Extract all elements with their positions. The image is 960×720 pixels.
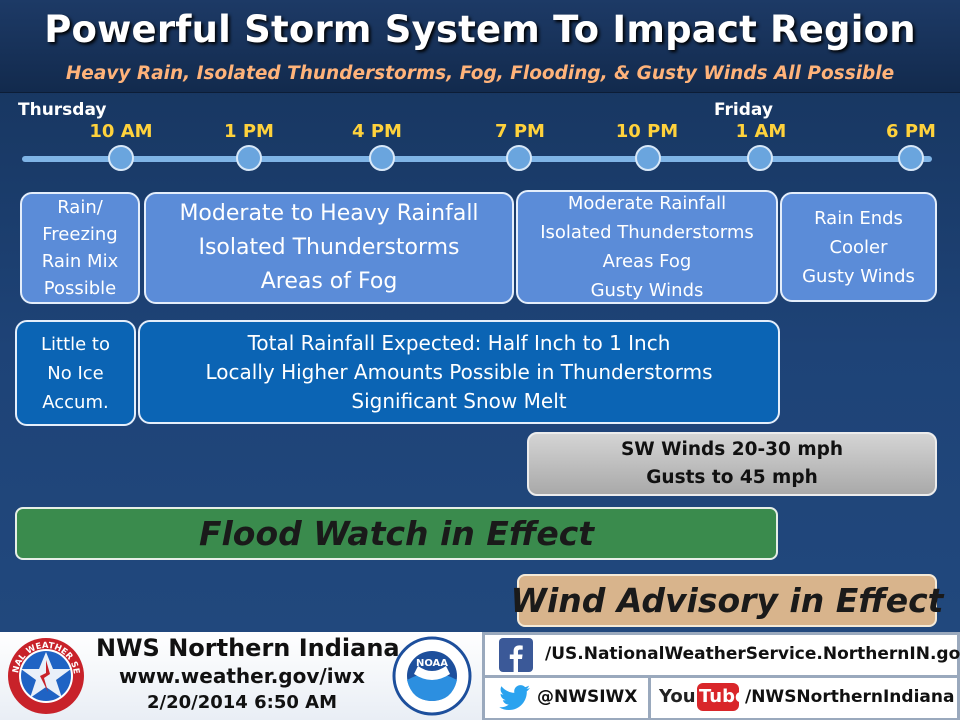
time-label: 6 PM: [886, 121, 936, 142]
winds-text: Gusts to 45 mph: [646, 467, 818, 488]
twitter-icon: [499, 685, 530, 710]
winds-box: SW Winds 20-30 mph Gusts to 45 mph: [527, 432, 937, 496]
timeline-marker: [236, 145, 262, 171]
period-text: Moderate Rainfall: [567, 193, 727, 214]
time-label: 7 PM: [495, 121, 545, 142]
flood-watch-banner: Flood Watch in Effect: [15, 507, 778, 560]
time-label: 10 AM: [89, 121, 153, 142]
facebook-link[interactable]: /US.NationalWeatherService.NorthernIN.go…: [545, 644, 960, 664]
time-label: 1 PM: [224, 121, 274, 142]
rainfall-text: Total Rainfall Expected: Half Inch to 1 …: [247, 330, 671, 355]
wind-advisory-banner: Wind Advisory in Effect: [511, 574, 943, 627]
period-text: Areas of Fog: [260, 269, 398, 294]
period-text: Rain/: [57, 197, 103, 218]
rainfall-text: Significant Snow Melt: [351, 388, 567, 413]
period-text: Isolated Thunderstorms: [198, 235, 460, 260]
title-bar: Powerful Storm System To Impact Region H…: [0, 0, 960, 93]
youtube-logo-tube-bg: [697, 683, 739, 711]
period-text: Moderate to Heavy Rainfall: [179, 201, 479, 226]
ice-text: Accum.: [42, 391, 109, 413]
youtube-logo-tube: Tube: [699, 686, 748, 707]
period-text: Possible: [43, 278, 117, 299]
period-text: Cooler: [829, 236, 888, 258]
day-label-thursday: Thursday: [18, 100, 107, 120]
day-label-friday: Friday: [714, 100, 773, 120]
youtube-icon: You Tube: [659, 683, 747, 713]
timeline-axis: [22, 156, 932, 162]
period-box-rain-ends: Rain Ends Cooler Gusty Winds: [780, 192, 937, 302]
noaa-text: NOAA: [416, 658, 448, 669]
period-text: Isolated Thunderstorms: [540, 222, 754, 243]
timeline-marker: [108, 145, 134, 171]
rainfall-box: Total Rainfall Expected: Half Inch to 1 …: [138, 320, 780, 424]
noaa-logo-icon: NOAA: [392, 636, 472, 716]
period-box-heavy-rain: Moderate to Heavy Rainfall Isolated Thun…: [144, 192, 514, 304]
youtube-logo-you: You: [659, 686, 696, 707]
footer-social-panel: /US.NationalWeatherService.NorthernIN.go…: [482, 632, 960, 720]
nws-seal-icon: NATIONAL WEATHER SERVICE: [6, 636, 84, 714]
website-link[interactable]: www.weather.gov/iwx: [119, 664, 365, 688]
period-box-freezing-rain: Rain/ Freezing Rain Mix Possible: [20, 192, 140, 304]
period-text: Gusty Winds: [802, 265, 915, 287]
period-text: Freezing: [42, 224, 118, 245]
timeline-marker: [898, 145, 924, 171]
timeline-marker: [369, 145, 395, 171]
office-name: NWS Northern Indiana: [96, 634, 400, 662]
period-text: Rain Mix: [41, 251, 119, 272]
timeline-marker: [635, 145, 661, 171]
facebook-row[interactable]: /US.NationalWeatherService.NorthernIN.go…: [485, 635, 960, 675]
wind-advisory-text: Wind Advisory in Effect: [510, 581, 944, 620]
flood-watch-text: Flood Watch in Effect: [198, 514, 595, 553]
period-text: Gusty Winds: [590, 280, 704, 301]
period-text: Areas Fog: [602, 251, 692, 272]
ice-accumulation-box: Little to No Ice Accum.: [15, 320, 136, 426]
youtube-channel[interactable]: /NWSNorthernIndiana: [745, 687, 955, 707]
twitter-handle[interactable]: @NWSIWX: [537, 687, 638, 707]
timeline-marker: [747, 145, 773, 171]
time-label: 1 AM: [735, 121, 787, 142]
time-label: 4 PM: [352, 121, 402, 142]
period-text: Rain Ends: [814, 207, 903, 229]
period-box-moderate-rain: Moderate Rainfall Isolated Thunderstorms…: [516, 190, 778, 304]
time-label: 10 PM: [615, 121, 679, 142]
twitter-row[interactable]: @NWSIWX: [485, 678, 648, 718]
footer: NATIONAL WEATHER SERVICE NWS Northern In…: [0, 632, 960, 720]
graphic-main: Powerful Storm System To Impact Region H…: [0, 0, 960, 632]
ice-text: Little to: [40, 333, 110, 355]
footer-office-panel: NATIONAL WEATHER SERVICE NWS Northern In…: [0, 632, 482, 720]
youtube-row[interactable]: You Tube /NWSNorthernIndiana: [651, 678, 957, 718]
winds-text: SW Winds 20-30 mph: [620, 439, 844, 460]
rainfall-text: Locally Higher Amounts Possible in Thund…: [205, 359, 713, 384]
page-subtitle: Heavy Rain, Isolated Thunderstorms, Fog,…: [65, 63, 895, 84]
timeline-marker: [506, 145, 532, 171]
issued-timestamp: 2/20/2014 6:50 AM: [147, 692, 337, 713]
ice-text: No Ice: [47, 362, 104, 384]
facebook-icon: [499, 638, 533, 672]
page-title: Powerful Storm System To Impact Region: [44, 8, 916, 51]
